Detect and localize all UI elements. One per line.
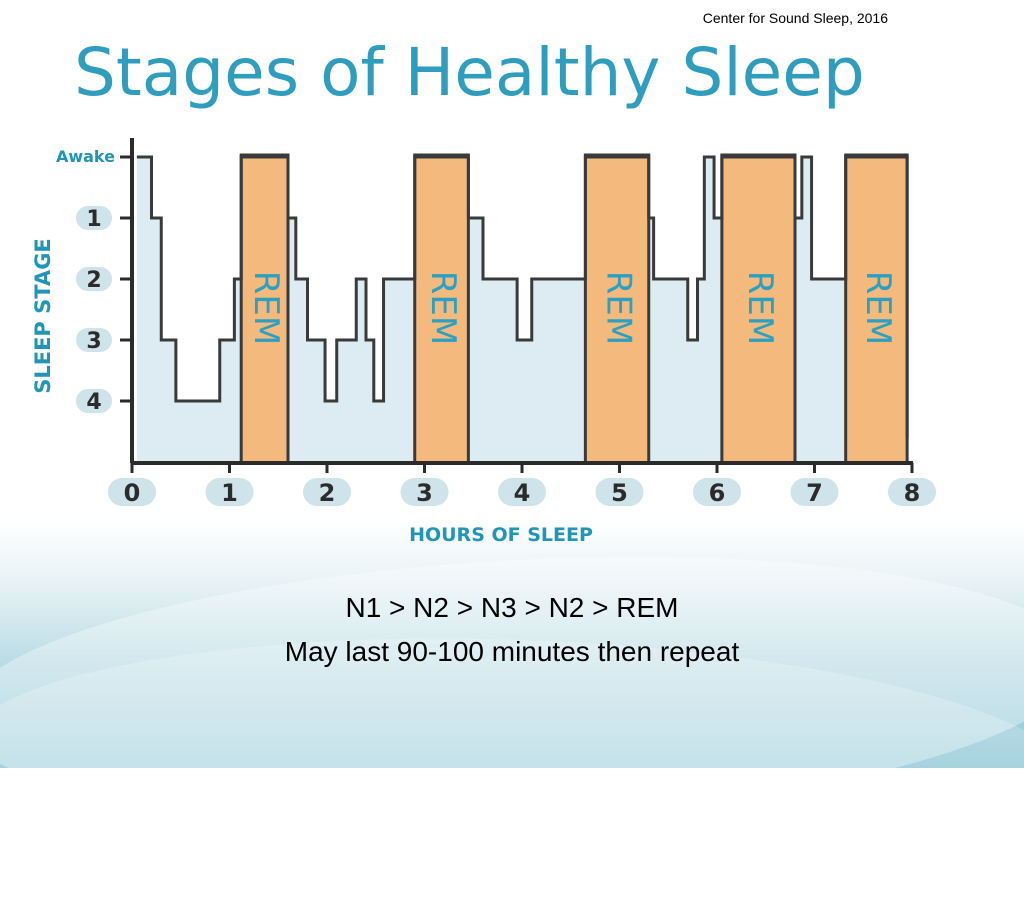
rem-label: REM xyxy=(423,271,463,345)
x-tick-bubble xyxy=(498,478,546,506)
x-tick-label: 0 xyxy=(124,479,141,507)
y-tick-bubble xyxy=(76,206,112,230)
rem-bar xyxy=(239,153,290,465)
rem-bar xyxy=(720,153,797,465)
rem-label: REM xyxy=(858,271,898,345)
rem-label: REM xyxy=(740,271,780,345)
y-tick-label: 2 xyxy=(86,268,101,293)
y-tick-label: 3 xyxy=(86,329,101,354)
caption-line-2: May last 90-100 minutes then repeat xyxy=(284,636,740,667)
rem-label: REM xyxy=(599,271,639,345)
y-tick-label: Awake xyxy=(56,147,115,166)
x-tick-label: 6 xyxy=(709,479,726,507)
x-tick-bubble xyxy=(888,478,936,506)
x-tick-bubble xyxy=(205,478,254,506)
x-tick-bubble xyxy=(693,478,741,506)
chart-title: Stages of Healthy Sleep xyxy=(74,34,865,111)
x-tick-label: 1 xyxy=(221,479,238,507)
y-axis-label: SLEEP STAGE xyxy=(31,238,55,394)
y-tick-label: 4 xyxy=(86,390,101,415)
caption-line-1: N1 > N2 > N3 > N2 > REM xyxy=(345,592,679,623)
x-tick-label: 3 xyxy=(416,479,433,507)
y-tick-bubble xyxy=(76,328,112,352)
x-tick-bubble xyxy=(303,478,351,506)
x-tick-bubble xyxy=(595,478,644,506)
x-tick-label: 4 xyxy=(514,479,531,507)
x-tick-bubble xyxy=(400,478,449,506)
x-tick-label: 5 xyxy=(611,479,628,507)
source-note: Center for Sound Sleep, 2016 xyxy=(702,10,888,26)
x-axis-label: HOURS OF SLEEP xyxy=(409,524,593,546)
y-tick-bubble xyxy=(76,267,112,291)
x-tick-label: 2 xyxy=(319,479,336,507)
hypnogram-area xyxy=(136,157,908,463)
x-tick-label: 8 xyxy=(904,479,921,507)
x-tick-bubble xyxy=(790,478,839,506)
y-tick-label: 1 xyxy=(86,207,101,232)
hypnogram-line xyxy=(136,155,909,438)
x-tick-label: 7 xyxy=(806,479,823,507)
rem-label: REM xyxy=(246,271,286,345)
x-tick-bubble xyxy=(108,478,156,506)
y-tick-bubble xyxy=(76,389,112,413)
sleep-stage-chart: REM REM REM REM REM Awake 1 2 3 4 SLEEP STAGE 0 1 2 3 4… xyxy=(31,138,936,546)
